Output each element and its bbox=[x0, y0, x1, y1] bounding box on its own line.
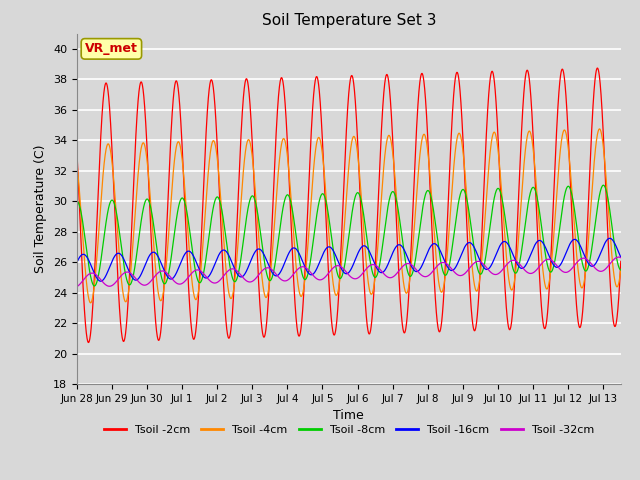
Y-axis label: Soil Temperature (C): Soil Temperature (C) bbox=[35, 144, 47, 273]
Title: Soil Temperature Set 3: Soil Temperature Set 3 bbox=[262, 13, 436, 28]
Text: VR_met: VR_met bbox=[85, 42, 138, 55]
Legend: Tsoil -2cm, Tsoil -4cm, Tsoil -8cm, Tsoil -16cm, Tsoil -32cm: Tsoil -2cm, Tsoil -4cm, Tsoil -8cm, Tsoi… bbox=[99, 421, 598, 440]
X-axis label: Time: Time bbox=[333, 409, 364, 422]
